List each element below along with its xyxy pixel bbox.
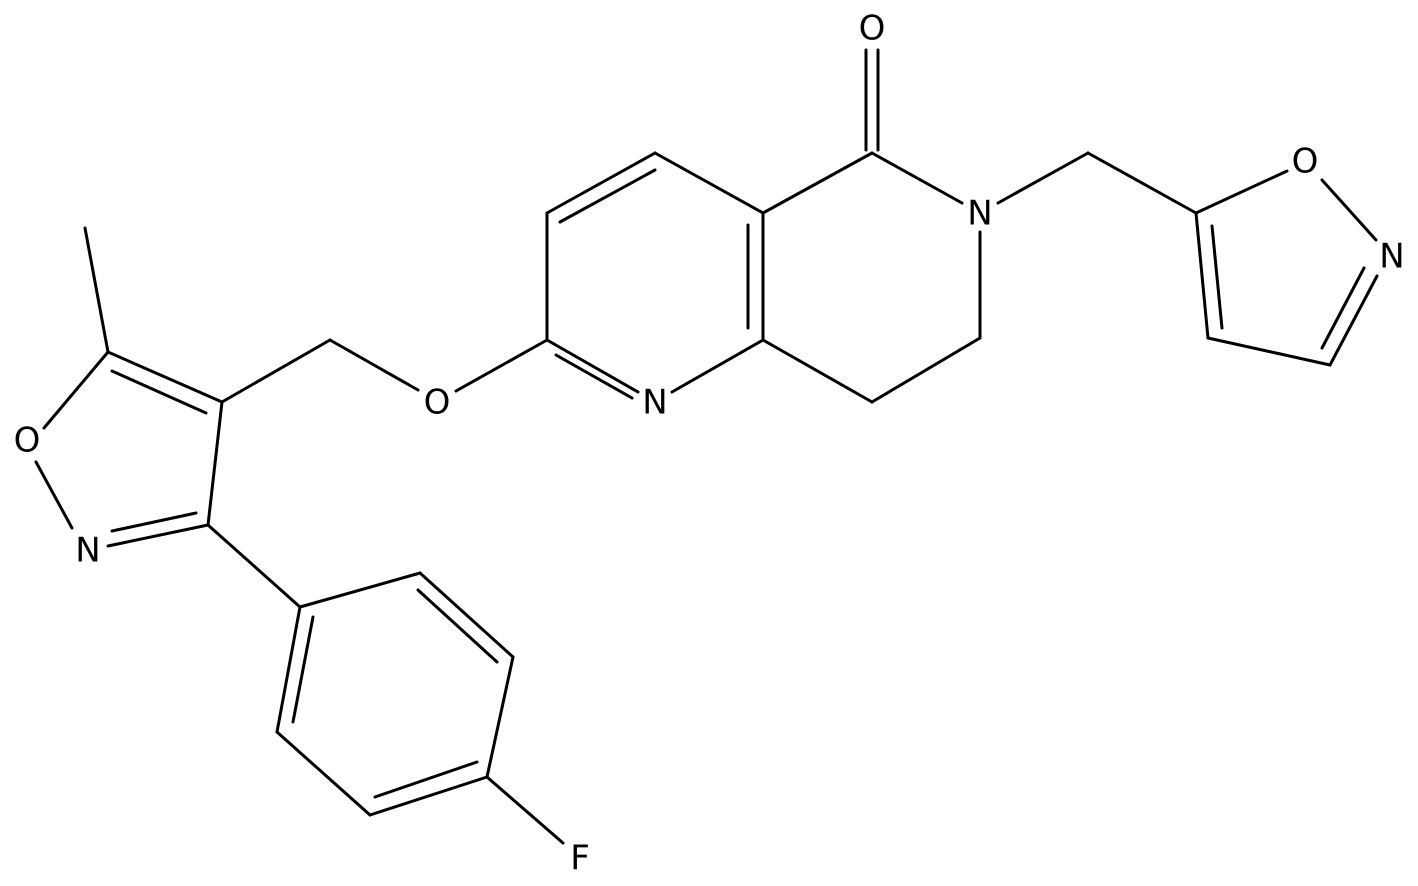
- atom-label: N: [642, 383, 667, 423]
- atom-label: N: [967, 194, 992, 234]
- bonds: [34, 48, 1379, 845]
- atom-label: O: [859, 9, 886, 49]
- atom-label: O: [14, 421, 41, 461]
- atom-label: N: [75, 531, 100, 571]
- atom-labels: O N N O O N F O N: [14, 9, 1405, 879]
- atom-label: O: [1292, 142, 1319, 182]
- atom-label: F: [570, 839, 590, 879]
- atom-label: N: [1379, 237, 1404, 277]
- atom-label: O: [424, 383, 451, 423]
